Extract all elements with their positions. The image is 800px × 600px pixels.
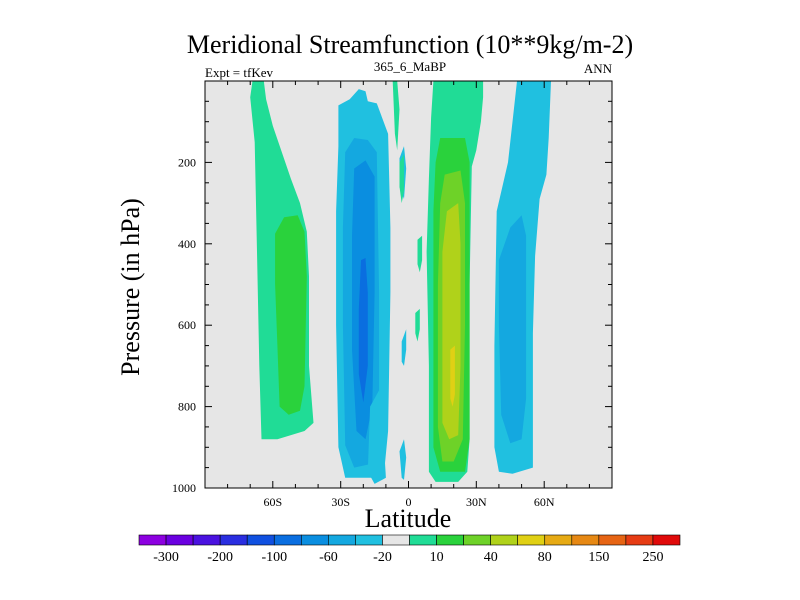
colorbar-label: -300 bbox=[153, 550, 179, 565]
y-tick-label: 400 bbox=[178, 237, 196, 251]
colorbar-swatch bbox=[382, 534, 410, 546]
y-tick-label: 800 bbox=[178, 400, 196, 414]
colorbar-label: 10 bbox=[430, 550, 444, 565]
contour-region-10 bbox=[392, 81, 400, 151]
y-axis-label: Pressure (in hPa) bbox=[116, 198, 145, 376]
colorbar-swatch bbox=[165, 534, 194, 546]
colorbar-label: -20 bbox=[373, 550, 392, 565]
colorbar-label: -200 bbox=[207, 550, 233, 565]
colorbar-swatch bbox=[625, 534, 654, 546]
contour-region-12 bbox=[417, 235, 423, 273]
colorbar-swatch bbox=[328, 534, 356, 546]
x-axis-ticks: 60S 30S 0 30N 60N bbox=[204, 81, 613, 509]
y-tick-label: 1000 bbox=[172, 481, 196, 495]
subtitle-right: ANN bbox=[584, 61, 613, 76]
contour-region-18 bbox=[450, 345, 455, 407]
x-tick-label: 30S bbox=[331, 495, 350, 509]
colorbar-swatch bbox=[652, 534, 681, 546]
subtitle-center: 365_6_MaBP bbox=[374, 59, 446, 74]
contour-region-6 bbox=[367, 390, 386, 484]
colorbar-swatch bbox=[273, 534, 302, 546]
colorbar-swatch bbox=[300, 534, 329, 546]
colorbar-swatch bbox=[598, 534, 627, 546]
colorbar-swatch bbox=[490, 534, 518, 546]
x-tick-label: 0 bbox=[406, 495, 412, 509]
colorbar-swatch bbox=[571, 534, 600, 546]
colorbar-swatch bbox=[219, 534, 248, 546]
contour-region-5 bbox=[358, 258, 368, 403]
colorbar-swatch bbox=[192, 534, 221, 546]
plot-area: 60S 30S 0 30N 60N 200 400 600 800 1000 bbox=[172, 80, 613, 509]
contour-region-8 bbox=[401, 329, 407, 366]
colorbar-label: -60 bbox=[319, 550, 338, 565]
colorbar-label: 40 bbox=[484, 550, 498, 565]
colorbar-label: 80 bbox=[538, 550, 552, 565]
y-tick-label: 200 bbox=[178, 155, 196, 169]
x-tick-label: 60N bbox=[534, 495, 555, 509]
contour-region-17 bbox=[442, 203, 461, 440]
subtitle-left: Expt = tfKev bbox=[205, 65, 273, 80]
colorbar-label: 150 bbox=[588, 550, 609, 565]
contour-region-20 bbox=[498, 215, 527, 444]
colorbar-swatch bbox=[246, 534, 275, 546]
y-tick-label: 600 bbox=[178, 318, 196, 332]
colorbar-swatch bbox=[544, 534, 573, 546]
colorbar-swatch bbox=[436, 534, 464, 546]
colorbar-swatch bbox=[517, 534, 546, 546]
x-tick-label: 60S bbox=[263, 495, 282, 509]
contour-region-11 bbox=[399, 154, 404, 204]
colorbar-swatch bbox=[138, 534, 167, 546]
colorbar-swatch bbox=[409, 534, 437, 546]
x-axis-label: Latitude bbox=[365, 504, 452, 533]
colorbar-swatch bbox=[463, 534, 491, 546]
y-axis-ticks: 200 400 600 800 1000 bbox=[172, 80, 612, 495]
contour-regions bbox=[250, 81, 551, 484]
colorbar-swatch bbox=[355, 534, 383, 546]
colorbar-label: -100 bbox=[261, 550, 287, 565]
chart-title: Meridional Streamfunction (10**9kg/m-2) bbox=[187, 30, 633, 59]
contour-region-9 bbox=[399, 439, 407, 480]
colorbar: -300 -200 -100 -60 -20 10 40 80 150 250 bbox=[138, 534, 681, 565]
x-tick-label: 30N bbox=[466, 495, 487, 509]
contour-region-1 bbox=[275, 215, 307, 415]
colorbar-label: 250 bbox=[643, 550, 664, 565]
contour-region-13 bbox=[415, 308, 420, 342]
